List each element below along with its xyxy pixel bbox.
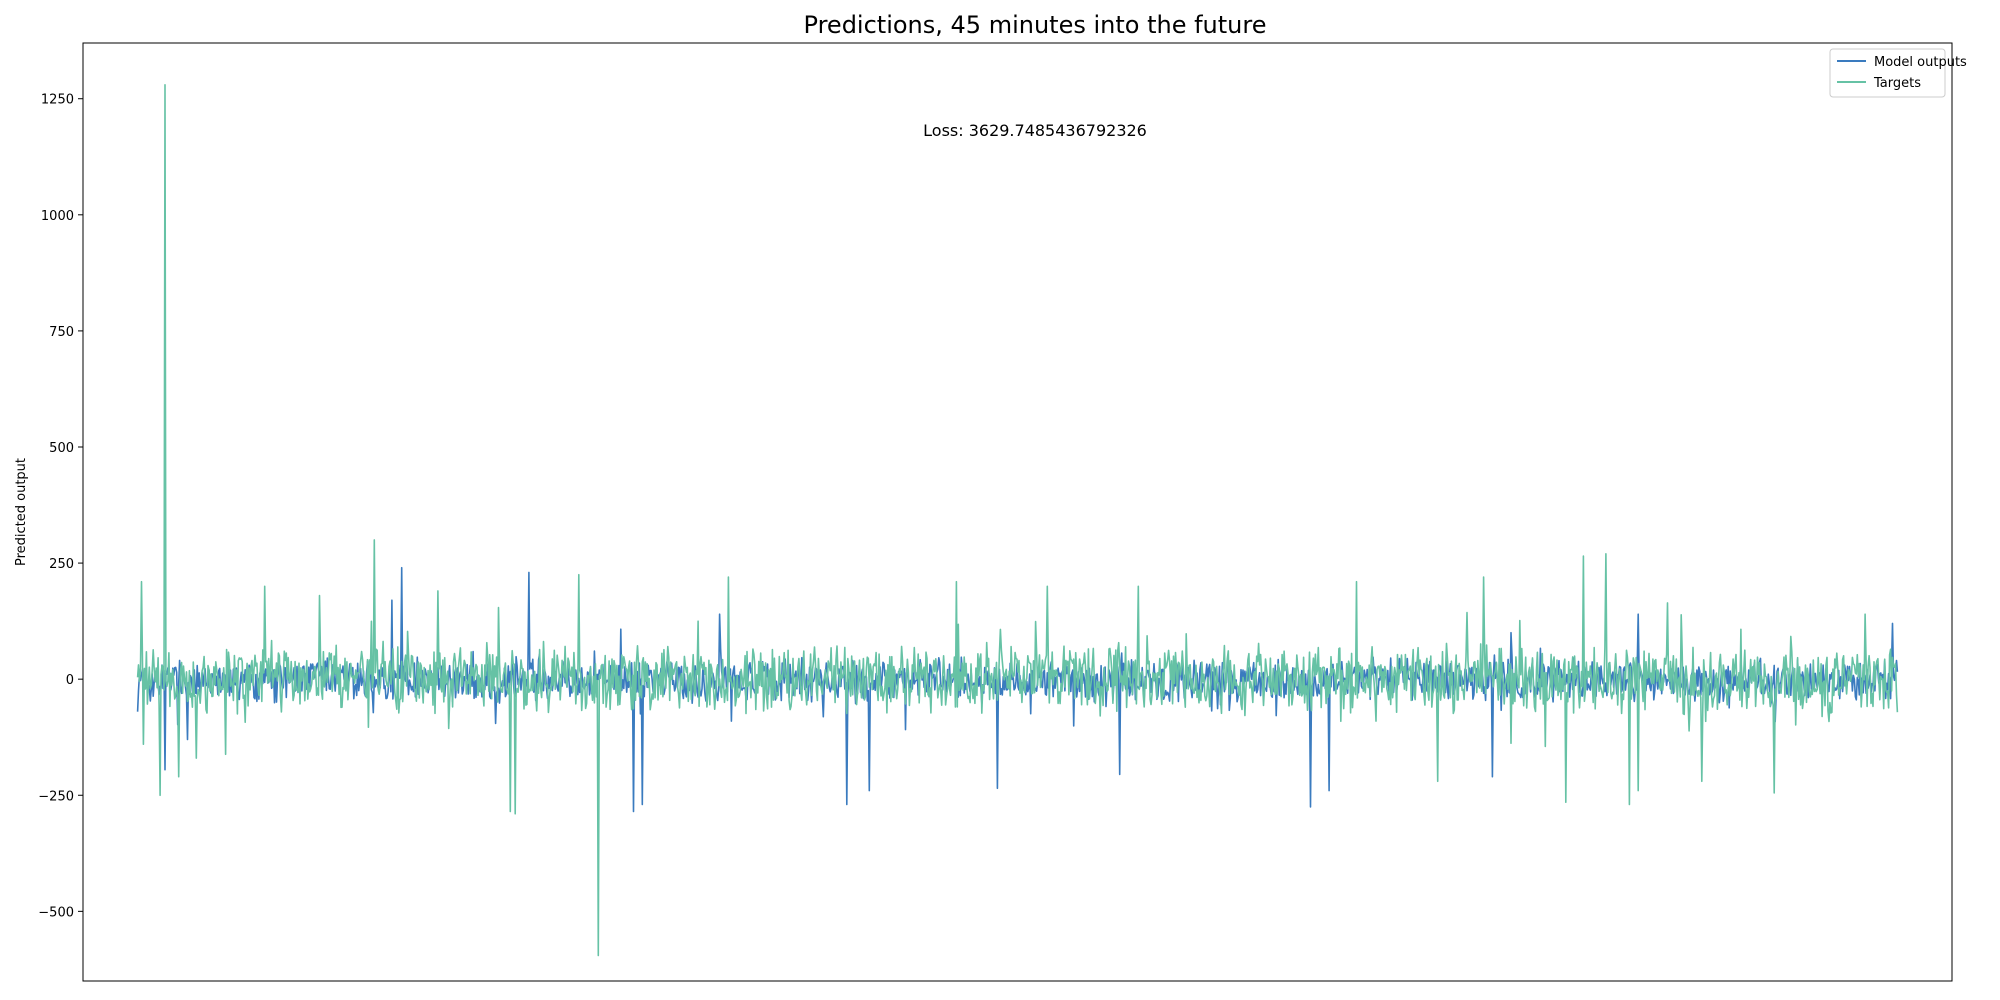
y-axis: −500 −250 0 250 500 750 1000 1250 <box>38 93 83 920</box>
y-tick-label: 250 <box>49 557 74 572</box>
y-tick-label: 500 <box>49 441 74 456</box>
series-line-targets <box>136 84 1899 957</box>
y-tick-label: 1250 <box>41 93 74 108</box>
y-axis-label: Predicted output <box>14 458 29 566</box>
legend-label-targets: Targets <box>1873 76 1921 91</box>
legend-label-model-outputs: Model outputs <box>1874 55 1967 70</box>
legend: Model outputs Targets <box>1829 48 1967 98</box>
plot-area <box>82 42 1953 982</box>
plot-frame <box>82 42 1953 982</box>
loss-annotation: Loss: 3629.7485436792326 <box>923 121 1147 140</box>
chart-title: Predictions, 45 minutes into the future <box>804 11 1267 39</box>
y-tick-label: 1000 <box>41 209 74 224</box>
series-layer <box>136 84 1899 957</box>
y-tick-label: 0 <box>66 673 74 688</box>
y-tick-label: −250 <box>38 789 74 804</box>
y-tick-label: −500 <box>38 905 74 920</box>
y-tick-label: 750 <box>49 325 74 340</box>
